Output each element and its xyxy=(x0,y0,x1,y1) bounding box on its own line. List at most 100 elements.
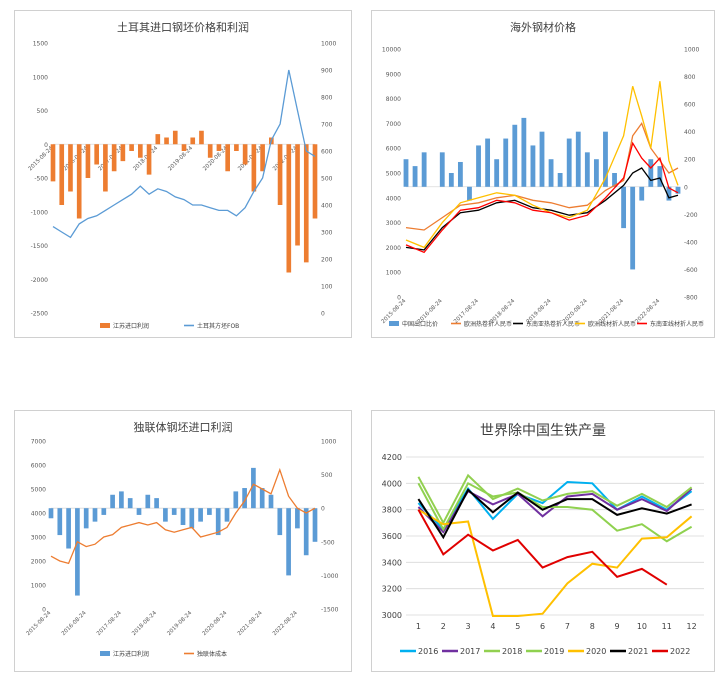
chart-svg: 1000090008000700060005000400030002000100… xyxy=(381,47,704,329)
y2-tick-label: -200 xyxy=(684,212,698,219)
bar xyxy=(260,144,265,172)
bar xyxy=(503,138,509,187)
y2-tick-label: 0 xyxy=(321,311,325,318)
y-tick-label: 6000 xyxy=(386,146,401,153)
bar xyxy=(181,144,187,151)
bar xyxy=(439,152,445,187)
bar xyxy=(138,144,143,158)
x-tick-label: 2015-08-24 xyxy=(26,610,53,637)
x-tick-label: 8 xyxy=(590,622,595,631)
y2-tick-label: 1000 xyxy=(321,41,336,48)
y2-tick-label: 400 xyxy=(321,203,333,210)
y-tick-label: 1500 xyxy=(33,41,48,48)
bar xyxy=(303,144,309,263)
chart-panel-turkey: 土耳其进口钢坯价格和利润 1500 1000 500 0 -500 -1000 -1500-… xyxy=(14,10,352,338)
legend-label: 2017 xyxy=(460,647,480,656)
bar xyxy=(286,508,291,576)
y-tick-label: -2000 xyxy=(31,277,49,284)
y2-tick-label: 300 xyxy=(321,230,333,237)
bar xyxy=(129,144,134,151)
x-tick-label: 2019-08-24 xyxy=(166,610,193,637)
y2-tick-label: 0 xyxy=(321,506,325,513)
y-tick-label: 5000 xyxy=(386,171,401,178)
x-tick-label: 2019-08-24 xyxy=(167,145,194,172)
series-line xyxy=(405,81,679,249)
y-tick-label: 8000 xyxy=(386,96,401,103)
bar xyxy=(494,159,500,187)
y-tick-label: 0 xyxy=(44,142,48,149)
y2-tick-label: 900 xyxy=(321,68,333,75)
bar xyxy=(146,144,152,175)
bar xyxy=(593,159,599,187)
bar xyxy=(50,144,56,182)
bar xyxy=(539,131,545,187)
y2-tick-label: 1000 xyxy=(684,47,699,54)
y2-tick-label: -1000 xyxy=(321,573,339,580)
bar xyxy=(548,159,554,187)
legend-label: 2022 xyxy=(670,647,690,656)
bar xyxy=(215,508,221,536)
bar xyxy=(76,144,82,219)
y-tick-label: 3000 xyxy=(386,220,401,227)
bar xyxy=(251,467,256,509)
bar xyxy=(566,138,572,187)
y2-tick-label: 800 xyxy=(684,74,696,81)
y-tick-label: -1000 xyxy=(31,209,49,216)
y-tick-label: 0 xyxy=(42,607,46,614)
bar xyxy=(234,144,239,151)
x-tick-label: 2020-08-24 xyxy=(202,610,229,637)
y2-tick-label: 600 xyxy=(684,102,696,109)
chart-svg: 7000600050004000300020001000010005000-50… xyxy=(26,439,339,659)
bar xyxy=(48,508,54,519)
y-tick-label: 1000 xyxy=(31,583,46,590)
y-tick-label: 1000 xyxy=(33,74,48,81)
y-tick-label: -2500 xyxy=(31,311,49,318)
legend-label: 独联体成本 xyxy=(197,650,227,658)
series-line xyxy=(52,69,316,239)
chart-panel-overseas-steel: 海外钢材价格 10000 9000 8000 7000 6000 5000 4000 3000… xyxy=(371,10,715,338)
y2-tick-label: -500 xyxy=(321,539,335,546)
legend-label: 2021 xyxy=(628,647,648,656)
bar xyxy=(189,508,195,529)
bar xyxy=(259,488,265,509)
legend-label: 2018 xyxy=(502,647,522,656)
chart-panel-cis-billet: 独联体钢坯进口利润 7000 6000 5000 4000 3000 2000 1000 0 1… xyxy=(14,410,352,672)
series-line xyxy=(405,141,679,254)
y2-tick-label: -400 xyxy=(684,239,698,246)
bar xyxy=(154,498,159,509)
bar xyxy=(403,159,409,187)
y2-tick-label: 100 xyxy=(321,284,333,291)
y2-tick-label: 1000 xyxy=(321,439,336,446)
chart-title: 世界除中国生铁产量 xyxy=(480,423,606,439)
bar xyxy=(575,131,581,187)
bar xyxy=(163,508,168,522)
y-tick-label: 3200 xyxy=(382,585,402,594)
bar xyxy=(94,144,99,165)
legend-label: 江苏进口利润 xyxy=(113,650,149,658)
y2-tick-label: -1500 xyxy=(321,607,339,614)
bar xyxy=(68,144,73,192)
series-line xyxy=(405,167,679,251)
legend-label: 东南亚线材折人民币 xyxy=(650,320,704,328)
y-tick-label: 4200 xyxy=(382,453,402,462)
bar xyxy=(110,494,115,509)
y-tick-label: -1500 xyxy=(31,243,49,250)
bar xyxy=(467,186,472,201)
x-tick-label: 2 xyxy=(441,622,446,631)
x-tick-label: 2022-08-24 xyxy=(272,610,299,637)
bar xyxy=(666,186,672,201)
bar xyxy=(83,508,89,529)
x-tick-label: 10 xyxy=(637,622,647,631)
legend-swatch xyxy=(100,651,110,656)
y-tick-label: 2000 xyxy=(31,559,46,566)
series-line xyxy=(417,481,693,543)
x-tick-label: 9 xyxy=(615,622,620,631)
bar xyxy=(216,144,222,151)
series-line xyxy=(417,508,693,617)
bar xyxy=(242,488,247,509)
y-tick-label: 3600 xyxy=(382,532,402,541)
bar xyxy=(190,137,196,145)
legend-label: 欧洲热卷折人民币 xyxy=(464,320,512,328)
y-tick-label: 4000 xyxy=(31,511,46,518)
bar xyxy=(57,508,63,536)
